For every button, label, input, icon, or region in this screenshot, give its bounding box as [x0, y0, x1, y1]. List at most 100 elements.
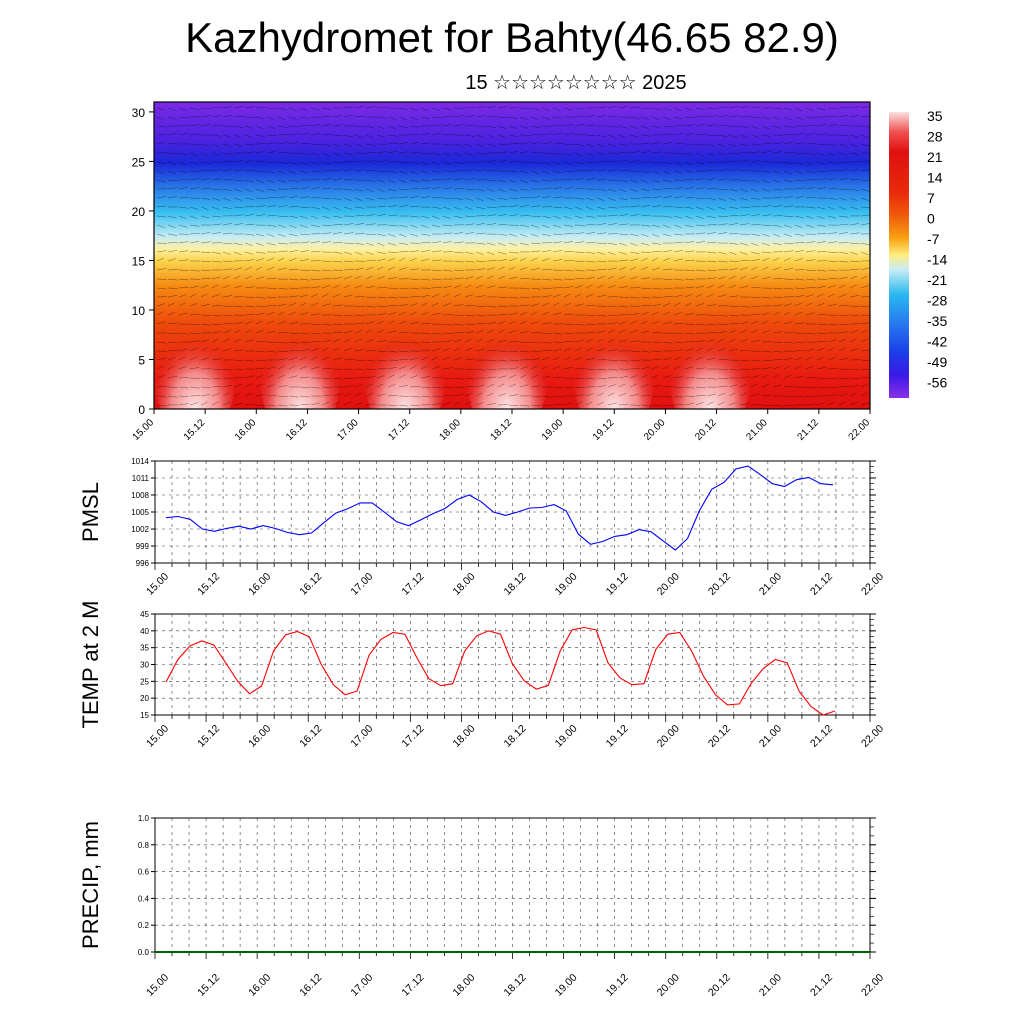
temp-grid [155, 614, 870, 715]
precip-y-tick-label-1: 0.2 [138, 921, 150, 930]
colorbar-label-12: -49 [927, 354, 947, 370]
x-tick-label-13: 21.12 [796, 417, 822, 443]
wind-barbs [156, 106, 870, 407]
x-tick-label-12: 21.00 [744, 417, 770, 443]
precip-x-tick-label-1: 15.12 [195, 972, 222, 999]
precip-y-tick-label-2: 0.4 [138, 894, 150, 903]
colorbar-strip [889, 112, 909, 398]
temp-series-line [165, 626, 836, 716]
precip-panel: 0.0 0.2 0.4 0.6 0.8 1.0 15.00 15.12 16.00 16.12 17… [78, 814, 886, 999]
precip-y-tick-label-4: 0.8 [138, 841, 150, 850]
pmsl-x-tick-label-14: 22.00 [859, 571, 886, 598]
cross-section-panel: 0 5 10 15 20 25 30 15.00 15.12 16.00 16.12 17.00 17.… [131, 101, 872, 443]
colorbar-label-8: -21 [927, 272, 947, 288]
colorbar-label-9: -28 [927, 293, 947, 309]
pmsl-grid [155, 461, 870, 563]
temp-ylabel: TEMP at 2 M [78, 601, 103, 729]
x-tick-label-6: 18.00 [438, 417, 464, 443]
x-tick-label-10: 20.00 [642, 417, 668, 443]
colorbar-label-7: -14 [927, 252, 947, 268]
colorbar-label-1: 28 [927, 129, 943, 145]
pmsl-y-tick-label-0: 996 [136, 559, 150, 568]
colorbar-label-10: -35 [927, 313, 947, 329]
colorbar-label-4: 7 [927, 190, 935, 206]
precip-x-tick-label-14: 22.00 [859, 972, 886, 999]
precip-ylabel: PRECIP, mm [78, 821, 103, 949]
pmsl-x-tick-label-12: 21.00 [757, 571, 784, 598]
x-tick-label-0: 15.00 [131, 417, 157, 443]
pmsl-y-tick-label-2: 1002 [131, 525, 149, 534]
colorbar-label-6: -7 [927, 231, 940, 247]
pmsl-y-tick-label-6: 1014 [131, 457, 149, 466]
pmsl-x-tick-label-1: 15.12 [195, 571, 222, 598]
colorbar-label-3: 14 [927, 170, 943, 186]
pmsl-y-tick-label-5: 1011 [132, 474, 150, 483]
temp-x-tick-label-5: 17.12 [399, 723, 426, 750]
precip-x-tick-label-2: 16.00 [246, 972, 273, 999]
pmsl-x-tick-label-11: 20.12 [706, 571, 733, 598]
precip-x-tick-label-3: 16.12 [297, 972, 324, 999]
temp-x-tick-label-8: 19.00 [553, 723, 580, 750]
temp-x-tick-label-12: 21.00 [757, 723, 784, 750]
x-tick-label-4: 17.00 [335, 417, 361, 443]
x-tick-label-1: 15.12 [182, 417, 208, 443]
warm-cell-2 [365, 319, 445, 409]
precip-x-tick-label-7: 18.12 [502, 972, 529, 999]
precip-grid [155, 818, 870, 952]
colorbar-label-2: 21 [927, 149, 943, 165]
precip-y-tick-label-3: 0.6 [138, 868, 150, 877]
precip-y-tick-label-5: 1.0 [138, 814, 150, 823]
pmsl-x-tick-label-2: 16.00 [246, 571, 273, 598]
precip-x-tick-label-6: 18.00 [450, 972, 477, 999]
temp-y-tick-label-3: 30 [140, 661, 149, 670]
x-tick-label-7: 18.12 [489, 417, 515, 443]
x-tick-label-2: 16.00 [233, 417, 259, 443]
temp-x-tick-label-0: 15.00 [144, 723, 171, 750]
pmsl-x-tick-label-6: 18.00 [450, 571, 477, 598]
temp-y-tick-label-4: 35 [140, 644, 149, 653]
pmsl-panel: 996 999 1002 1005 1008 1011 1014 15.00 15.12 16.0… [78, 457, 886, 598]
colorbar: 35 28 21 14 7 0 -7 -14 -21 -28 -35 -42 -49 -56 [889, 108, 947, 398]
cross-section-features [155, 106, 870, 409]
precip-x-tick-label-8: 19.00 [553, 972, 580, 999]
y-tick-label-0: 0 [138, 403, 145, 417]
temp-x-tick-label-7: 18.12 [502, 723, 529, 750]
precip-x-tick-label-13: 21.12 [808, 972, 835, 999]
y-tick-label-15: 15 [132, 254, 146, 268]
temp-x-tick-label-1: 15.12 [195, 723, 222, 750]
pmsl-y-tick-label-3: 1005 [131, 508, 149, 517]
precip-x-tick-label-10: 20.00 [655, 972, 682, 999]
page-subtitle: 15 ☆☆☆☆☆☆☆☆ 2025 [465, 72, 687, 94]
pmsl-x-tick-label-8: 19.00 [553, 571, 580, 598]
y-tick-label-20: 20 [132, 205, 146, 219]
y-tick-label-10: 10 [132, 304, 146, 318]
precip-x-tick-label-12: 21.00 [757, 972, 784, 999]
temp-x-tick-label-14: 22.00 [859, 723, 886, 750]
x-tick-label-5: 17.12 [386, 417, 412, 443]
pmsl-x-tick-label-5: 17.12 [399, 571, 426, 598]
precip-x-tick-label-4: 17.00 [348, 972, 375, 999]
pmsl-series-line [165, 465, 834, 551]
y-tick-label-30: 30 [132, 106, 146, 120]
x-tick-label-3: 16.12 [284, 417, 310, 443]
precip-x-tick-label-9: 19.12 [604, 972, 631, 999]
temp-y-tick-label-5: 40 [140, 627, 149, 636]
x-tick-label-9: 19.12 [591, 417, 617, 443]
pmsl-y-tick-label-1: 999 [136, 542, 150, 551]
warm-cell-4 [574, 319, 654, 409]
precip-x-tick-label-0: 15.00 [144, 972, 171, 999]
temp-x-tick-label-13: 21.12 [808, 723, 835, 750]
pmsl-x-tick-label-10: 20.00 [655, 571, 682, 598]
temp-x-tick-label-4: 17.00 [348, 723, 375, 750]
y-tick-label-25: 25 [132, 155, 146, 169]
temp-y-tick-label-6: 45 [140, 610, 149, 619]
pmsl-x-tick-label-13: 21.12 [808, 571, 835, 598]
page-title: Kazhydromet for Bahty(46.65 82.9) [185, 14, 839, 61]
temp-x-tick-label-11: 20.12 [706, 723, 733, 750]
temp-x-tick-label-2: 16.00 [246, 723, 273, 750]
temp-x-tick-label-9: 19.12 [604, 723, 631, 750]
warm-cell-0 [155, 319, 235, 409]
temp-panel: 15 20 25 30 35 40 45 15.00 15.12 16.00 16.12 17.00 1… [78, 601, 886, 750]
temp-y-tick-label-2: 25 [140, 677, 149, 686]
